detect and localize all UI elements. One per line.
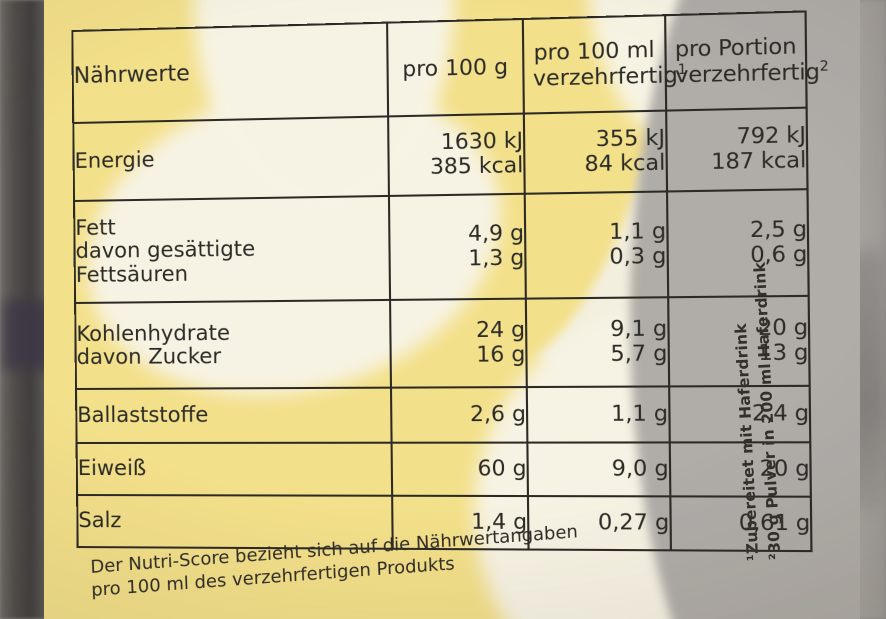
carbohydrates-per-100g-value: 24 g bbox=[475, 317, 526, 343]
fat-per-100ml: 1,1 g 0,3 g bbox=[524, 191, 668, 299]
energy-per-portion-kcal: 187 kcal bbox=[711, 147, 807, 175]
nutrition-table-container: Nährwerte pro 100 g pro 100 ml verzehrfe… bbox=[71, 10, 829, 554]
table-row-protein: Eiweiß 60 g 9,0 g 20 g bbox=[76, 442, 811, 497]
sugars-per-100ml-value: 5,7 g bbox=[610, 340, 668, 367]
carbohydrates-per-100ml-value: 9,1 g bbox=[610, 316, 668, 342]
row-label-carbohydrates: Kohlenhydrate davon Zucker bbox=[75, 299, 391, 389]
header-per-portion-line2-text: verzehrfertig bbox=[675, 59, 820, 88]
nutrition-facts-table: Nährwerte pro 100 g pro 100 ml verzehrfe… bbox=[71, 10, 829, 552]
saturated-fat-per-100ml-value: 0,3 g bbox=[609, 243, 667, 269]
sugars-per-100g-value: 16 g bbox=[476, 341, 526, 367]
fibre-per-100ml: 1,1 g bbox=[526, 386, 670, 443]
table-row-energy: Energie 1630 kJ 385 kcal 355 kJ 84 kcal … bbox=[73, 107, 808, 201]
header-cell-per-100ml: pro 100 ml verzehrfertig1 bbox=[522, 15, 687, 114]
table-header-row: Nährwerte pro 100 g pro 100 ml verzehrfe… bbox=[72, 11, 829, 124]
header-cell-per-portion: pro Portion verzehrfertig2 bbox=[664, 11, 829, 111]
energy-per-100g-kcal: 385 kcal bbox=[429, 152, 524, 179]
protein-per-100g: 60 g bbox=[391, 442, 528, 497]
fat-per-100ml-value: 1,1 g bbox=[608, 218, 667, 245]
row-label-fat: Fett davon gesättigte Fettsäuren bbox=[74, 195, 390, 303]
header-per-100ml-line2-text: verzehrfertig bbox=[532, 62, 678, 91]
energy-per-100ml-kcal: 84 kcal bbox=[584, 150, 666, 177]
header-per-portion-line1: pro Portion bbox=[674, 33, 797, 62]
energy-per-portion: 792 kJ 187 kcal bbox=[665, 107, 808, 192]
carbohydrates-per-100ml: 9,1 g 5,7 g bbox=[525, 297, 669, 388]
fibre-per-100g: 2,6 g bbox=[390, 387, 528, 443]
header-per-portion-line2: verzehrfertig2 bbox=[675, 59, 829, 89]
protein-per-100ml: 9,0 g bbox=[527, 442, 671, 497]
row-label-protein: Eiweiß bbox=[76, 442, 392, 496]
row-label-fibre: Ballaststoffe bbox=[76, 387, 392, 444]
row-label-saturated-line2: Fettsäuren bbox=[75, 261, 189, 287]
carbohydrates-per-100g: 24 g 16 g bbox=[389, 298, 527, 388]
fat-per-100g: 4,9 g 1,3 g bbox=[388, 193, 526, 300]
row-label-energy: Energie bbox=[73, 116, 389, 201]
row-label-carbohydrates-main: Kohlenhydrate bbox=[76, 320, 231, 346]
table-row-fat: Fett davon gesättigte Fettsäuren 4,9 g 1… bbox=[74, 189, 809, 303]
header-cell-per-100g: pro 100 g bbox=[386, 19, 524, 117]
header-per-100ml-line1: pro 100 ml bbox=[533, 37, 655, 66]
product-package-body bbox=[44, 0, 860, 619]
saturated-fat-per-100g-value: 1,3 g bbox=[468, 245, 525, 271]
header-cell-title: Nährwerte bbox=[72, 22, 388, 124]
energy-per-100g: 1630 kJ 385 kcal bbox=[387, 113, 525, 196]
row-label-sugars: davon Zucker bbox=[76, 343, 222, 369]
header-per-100g-line1: pro 100 g bbox=[402, 53, 509, 82]
energy-per-100ml: 355 kJ 84 kcal bbox=[523, 110, 667, 194]
header-per-100ml-line2: verzehrfertig1 bbox=[533, 62, 687, 91]
table-row-carbohydrates: Kohlenhydrate davon Zucker 24 g 16 g 9,1… bbox=[75, 295, 810, 389]
table-row-fibre: Ballaststoffe 2,6 g 1,1 g 2,4 g bbox=[76, 385, 811, 444]
footnote-marker-2: 2 bbox=[819, 59, 829, 75]
fat-per-100g-value: 4,9 g bbox=[467, 220, 525, 247]
